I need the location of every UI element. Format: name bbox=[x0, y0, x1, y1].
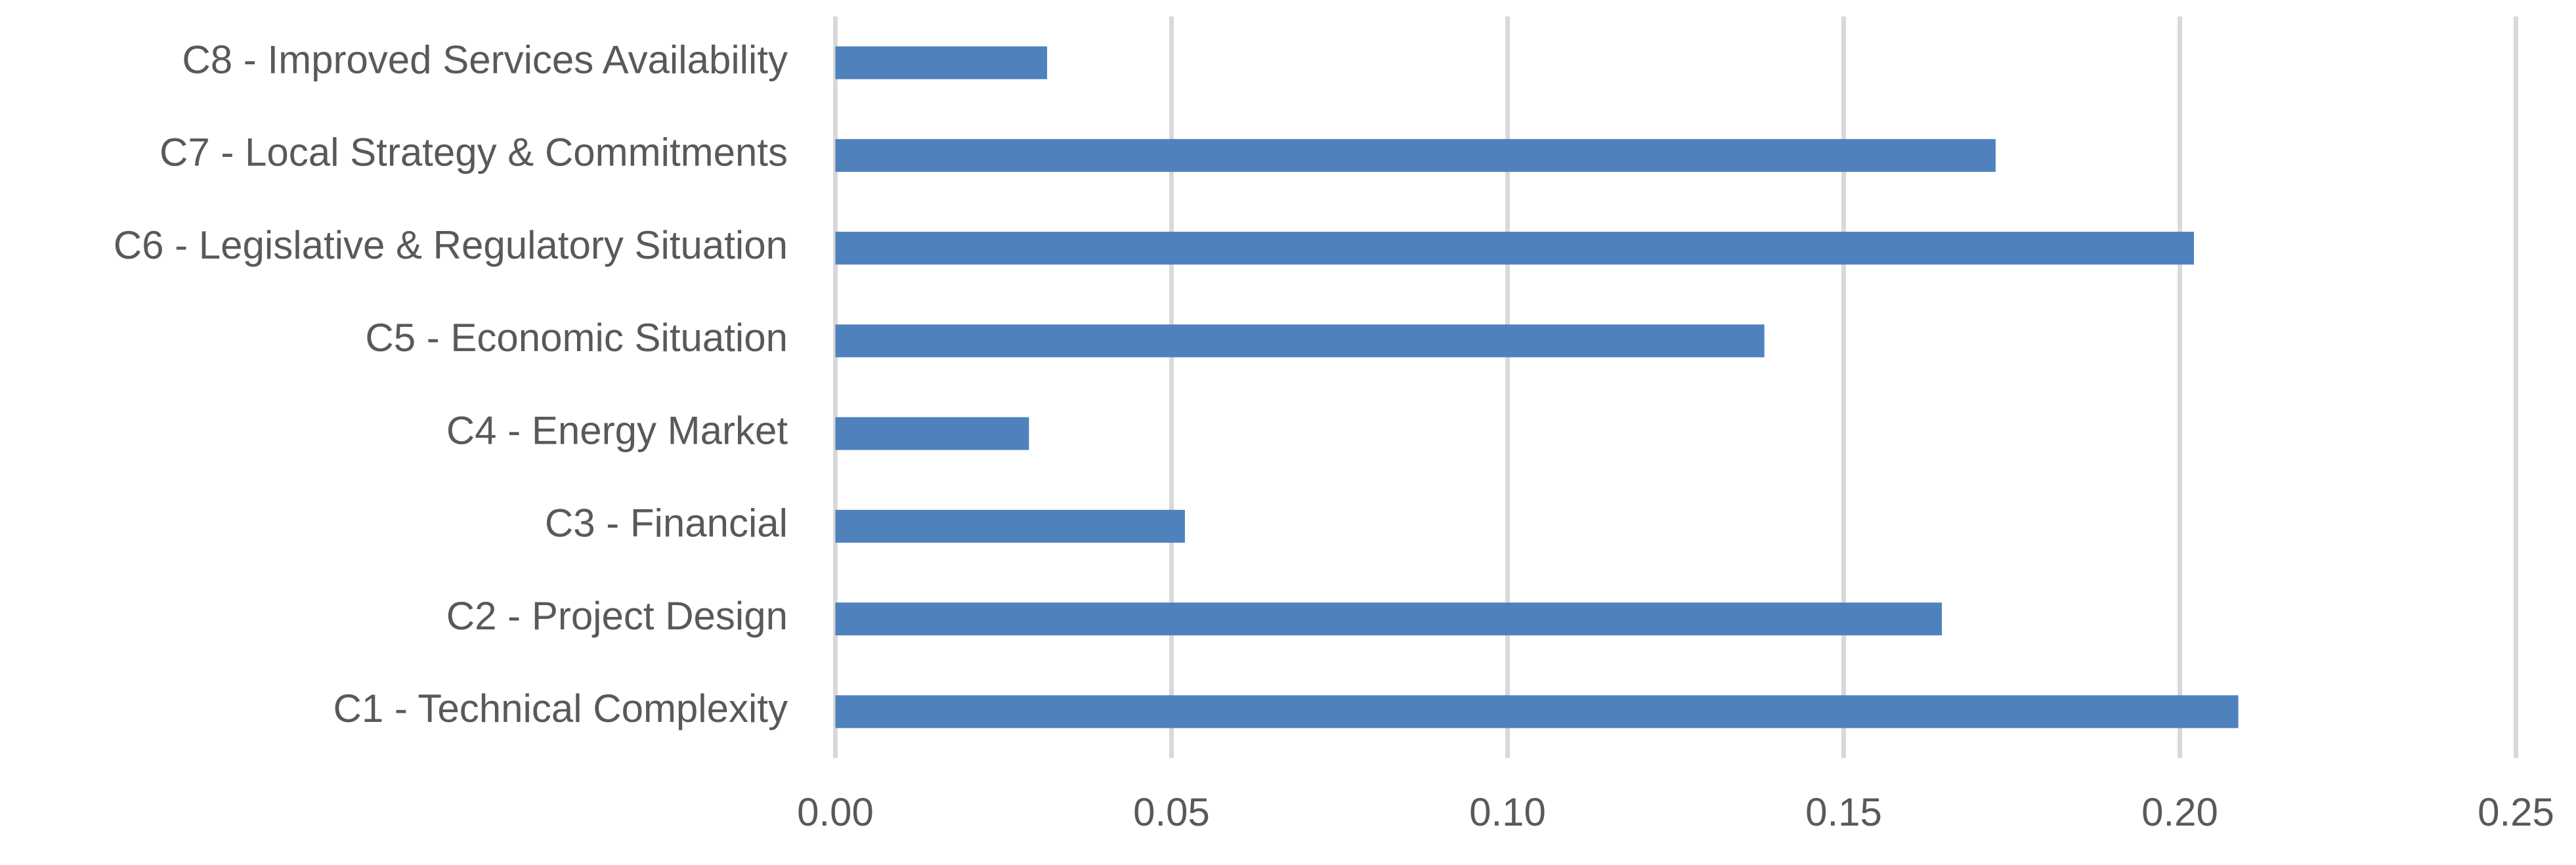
bar bbox=[835, 324, 1765, 358]
x-tick-label: 0.20 bbox=[2141, 790, 2218, 834]
x-tick-label: 0.15 bbox=[1805, 790, 1882, 834]
bar bbox=[835, 602, 1943, 636]
bar bbox=[835, 232, 2195, 265]
x-tick-label: 0.00 bbox=[797, 790, 874, 834]
bar bbox=[835, 695, 2239, 728]
bar bbox=[835, 138, 1996, 172]
x-tick-label: 0.10 bbox=[1469, 790, 1546, 834]
y-tick-label: C1 - Technical Complexity bbox=[333, 686, 788, 730]
bar bbox=[835, 46, 1048, 79]
y-tick-label: C2 - Project Design bbox=[446, 594, 788, 638]
y-tick-label: C8 - Improved Services Availability bbox=[182, 37, 788, 81]
y-tick-label: C6 - Legislative & Regulatory Situation bbox=[114, 223, 788, 267]
bar bbox=[835, 417, 1029, 450]
y-tick-label: C5 - Economic Situation bbox=[365, 316, 788, 360]
y-tick-label: C7 - Local Strategy & Commitments bbox=[160, 131, 788, 175]
y-tick-label: C4 - Energy Market bbox=[446, 408, 788, 452]
bar bbox=[835, 509, 1185, 543]
x-tick-label: 0.25 bbox=[2478, 790, 2554, 834]
x-tick-label: 0.05 bbox=[1133, 790, 1210, 834]
y-tick-label: C3 - Financial bbox=[545, 501, 788, 545]
